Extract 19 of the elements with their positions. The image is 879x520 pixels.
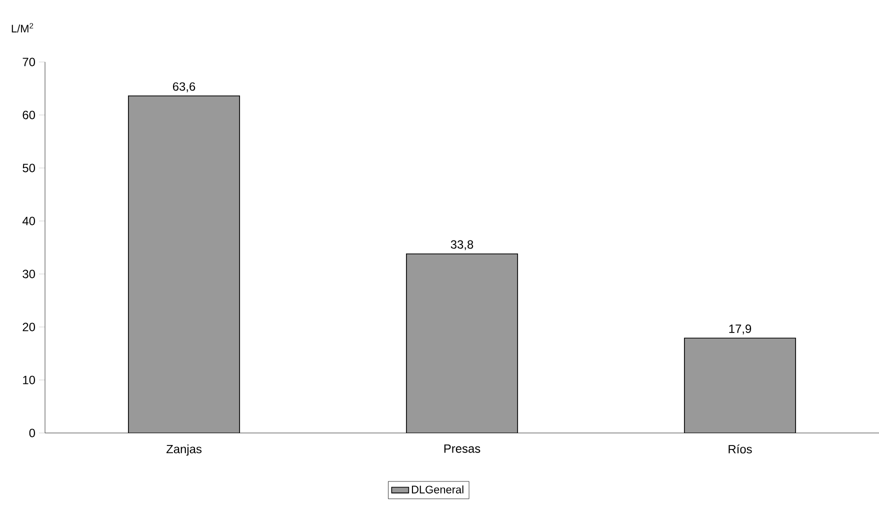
bar bbox=[128, 96, 240, 433]
legend-label: DLGeneral bbox=[412, 485, 464, 494]
data-label: 63,6 bbox=[172, 82, 196, 92]
y-axis-title: L/M$^{2}$ bbox=[12, 23, 34, 32]
y-tick-label: 0 bbox=[29, 428, 36, 438]
y-tick-label: 60 bbox=[22, 110, 36, 120]
x-tick-label: Zanjas bbox=[166, 444, 202, 456]
y-tick-label: 50 bbox=[22, 164, 36, 172]
data-label: 17,9 bbox=[729, 324, 752, 334]
bar bbox=[406, 253, 518, 433]
bar bbox=[684, 338, 796, 433]
y-tick-label: 40 bbox=[22, 216, 36, 226]
x-tick-label: Ríos bbox=[728, 444, 752, 454]
y-tick-label: 10 bbox=[23, 376, 36, 384]
y-tick-label: 70 bbox=[22, 58, 36, 66]
x-tick-label: Presas bbox=[444, 444, 480, 453]
y-tick-label: 20 bbox=[22, 322, 36, 332]
data-label: 33,8 bbox=[450, 240, 474, 250]
y-tick-label: 30 bbox=[22, 270, 36, 278]
